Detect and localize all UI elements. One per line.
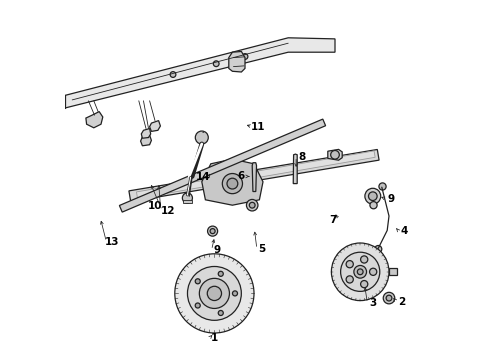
Polygon shape: [120, 119, 326, 212]
Text: 9: 9: [387, 194, 394, 204]
Circle shape: [246, 199, 258, 211]
Text: 13: 13: [104, 237, 119, 247]
Circle shape: [208, 226, 218, 236]
Polygon shape: [141, 129, 151, 138]
Text: 3: 3: [369, 298, 376, 308]
Circle shape: [331, 243, 389, 301]
Circle shape: [222, 174, 243, 194]
Text: 2: 2: [398, 297, 405, 307]
Circle shape: [361, 280, 368, 288]
Circle shape: [379, 183, 386, 190]
Polygon shape: [293, 154, 297, 184]
Text: 4: 4: [400, 226, 408, 236]
Text: 14: 14: [196, 172, 210, 182]
Polygon shape: [328, 149, 342, 160]
Circle shape: [374, 246, 382, 253]
Polygon shape: [86, 112, 103, 128]
Circle shape: [232, 291, 238, 296]
Circle shape: [210, 229, 215, 234]
Circle shape: [370, 202, 377, 209]
Circle shape: [346, 261, 353, 268]
Circle shape: [341, 252, 380, 291]
Circle shape: [218, 310, 223, 315]
Circle shape: [195, 303, 200, 308]
Circle shape: [331, 150, 339, 159]
Circle shape: [175, 254, 254, 333]
Circle shape: [218, 271, 223, 276]
Text: 11: 11: [250, 122, 265, 132]
Circle shape: [365, 188, 381, 204]
Polygon shape: [149, 121, 160, 131]
Circle shape: [213, 61, 219, 67]
Circle shape: [354, 265, 367, 278]
Circle shape: [346, 276, 353, 283]
Circle shape: [383, 292, 395, 304]
Polygon shape: [137, 151, 375, 198]
Circle shape: [361, 256, 368, 263]
Polygon shape: [389, 268, 397, 275]
Circle shape: [227, 178, 238, 189]
Polygon shape: [65, 38, 335, 108]
Circle shape: [170, 72, 176, 77]
Polygon shape: [202, 159, 263, 205]
Circle shape: [386, 295, 392, 301]
Circle shape: [199, 278, 229, 309]
Text: 12: 12: [160, 206, 175, 216]
Circle shape: [182, 193, 193, 203]
Text: 5: 5: [259, 244, 266, 254]
Polygon shape: [252, 163, 257, 192]
Circle shape: [196, 131, 208, 144]
Circle shape: [195, 279, 200, 284]
Polygon shape: [183, 200, 192, 203]
Circle shape: [357, 269, 363, 275]
Polygon shape: [129, 149, 379, 202]
Circle shape: [188, 266, 242, 320]
Text: 6: 6: [237, 171, 245, 181]
Text: 10: 10: [148, 201, 162, 211]
Circle shape: [368, 192, 377, 201]
Circle shape: [249, 202, 255, 208]
Circle shape: [369, 268, 377, 275]
Circle shape: [207, 286, 221, 301]
Text: 1: 1: [211, 333, 218, 343]
Text: 7: 7: [329, 215, 337, 225]
Text: 9: 9: [213, 245, 220, 255]
Circle shape: [242, 54, 248, 59]
Text: 8: 8: [298, 152, 305, 162]
Polygon shape: [141, 135, 151, 146]
Polygon shape: [229, 51, 245, 72]
